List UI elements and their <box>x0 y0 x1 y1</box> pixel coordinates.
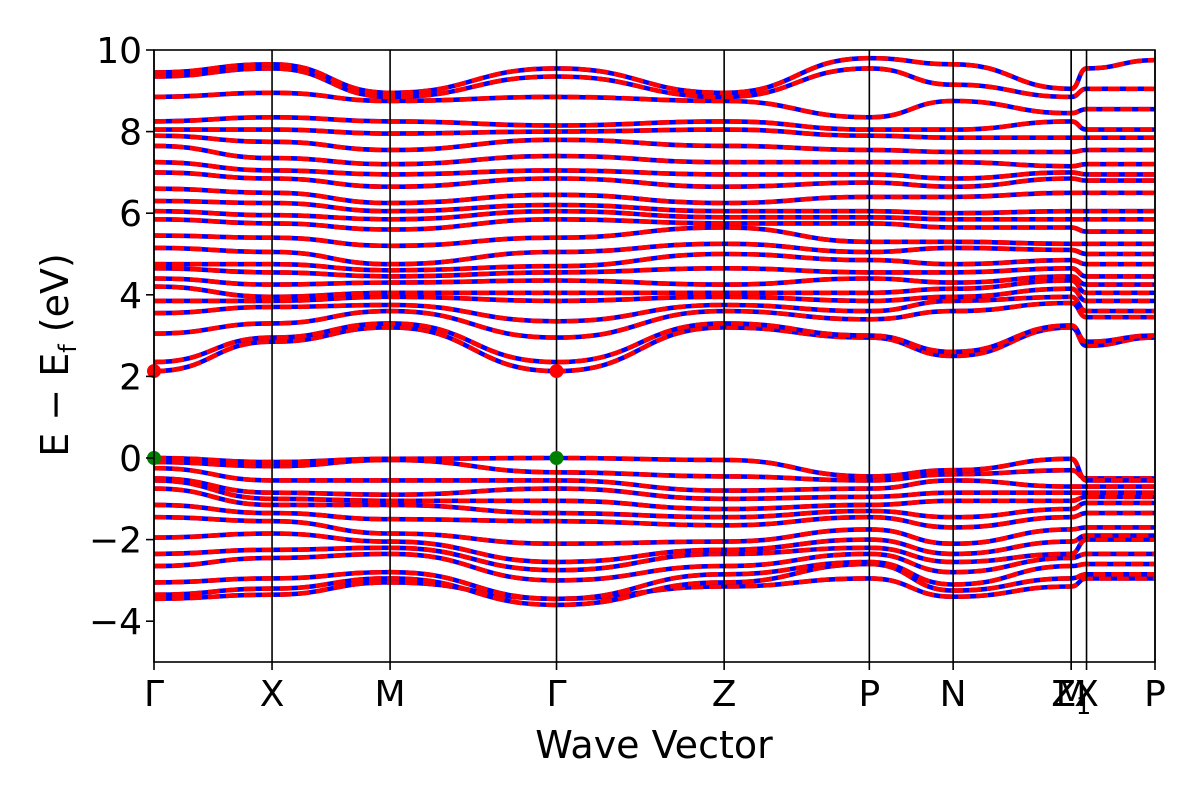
y-tick-label: −4 <box>89 602 142 643</box>
x-tick-label: M <box>375 674 406 715</box>
plot-frame <box>153 49 1156 663</box>
x-tick-label: Γ <box>144 674 164 715</box>
band-line-spin-up <box>153 561 1155 608</box>
y-tick-label: −2 <box>89 521 142 562</box>
band-line-spin-up <box>153 265 1155 279</box>
x-tick-label: M <box>1056 674 1087 715</box>
band-line-spin-up <box>153 66 1155 100</box>
y-axis-title-main: E − E <box>33 353 77 457</box>
y-axis-title-subscript: f <box>54 344 82 353</box>
x-tick-label: X <box>1074 674 1099 715</box>
x-tick-label-subscript: 1 <box>1076 692 1091 720</box>
y-tick-label: 2 <box>119 357 142 398</box>
y-axis-ticks: −4 −2 0 2 4 6 8 10 <box>89 31 154 643</box>
x-tick-label: Γ <box>546 674 566 715</box>
y-tick-label: 0 <box>119 439 142 480</box>
y-tick-label: 6 <box>119 194 142 235</box>
x-tick-label: X <box>260 674 285 715</box>
y-tick-label: 8 <box>119 113 142 154</box>
vbm-marker <box>549 451 564 465</box>
x-axis-title: Wave Vector <box>535 723 773 767</box>
x-tick-label: N <box>940 674 967 715</box>
y-tick-label: 4 <box>119 276 142 317</box>
y-axis-title: E − Ef (eV) <box>33 253 82 457</box>
plot-area <box>147 49 1156 663</box>
x-tick-label: P <box>858 674 880 715</box>
cbm-marker <box>549 364 564 379</box>
y-axis-title-unit: (eV) <box>33 253 77 344</box>
x-tick-label: P <box>1144 674 1166 715</box>
x-tick-label: Z <box>712 674 737 715</box>
y-tick-label: 10 <box>96 31 142 72</box>
band-line-spin-up <box>154 127 1155 141</box>
band-line-spin-up <box>153 208 1155 222</box>
